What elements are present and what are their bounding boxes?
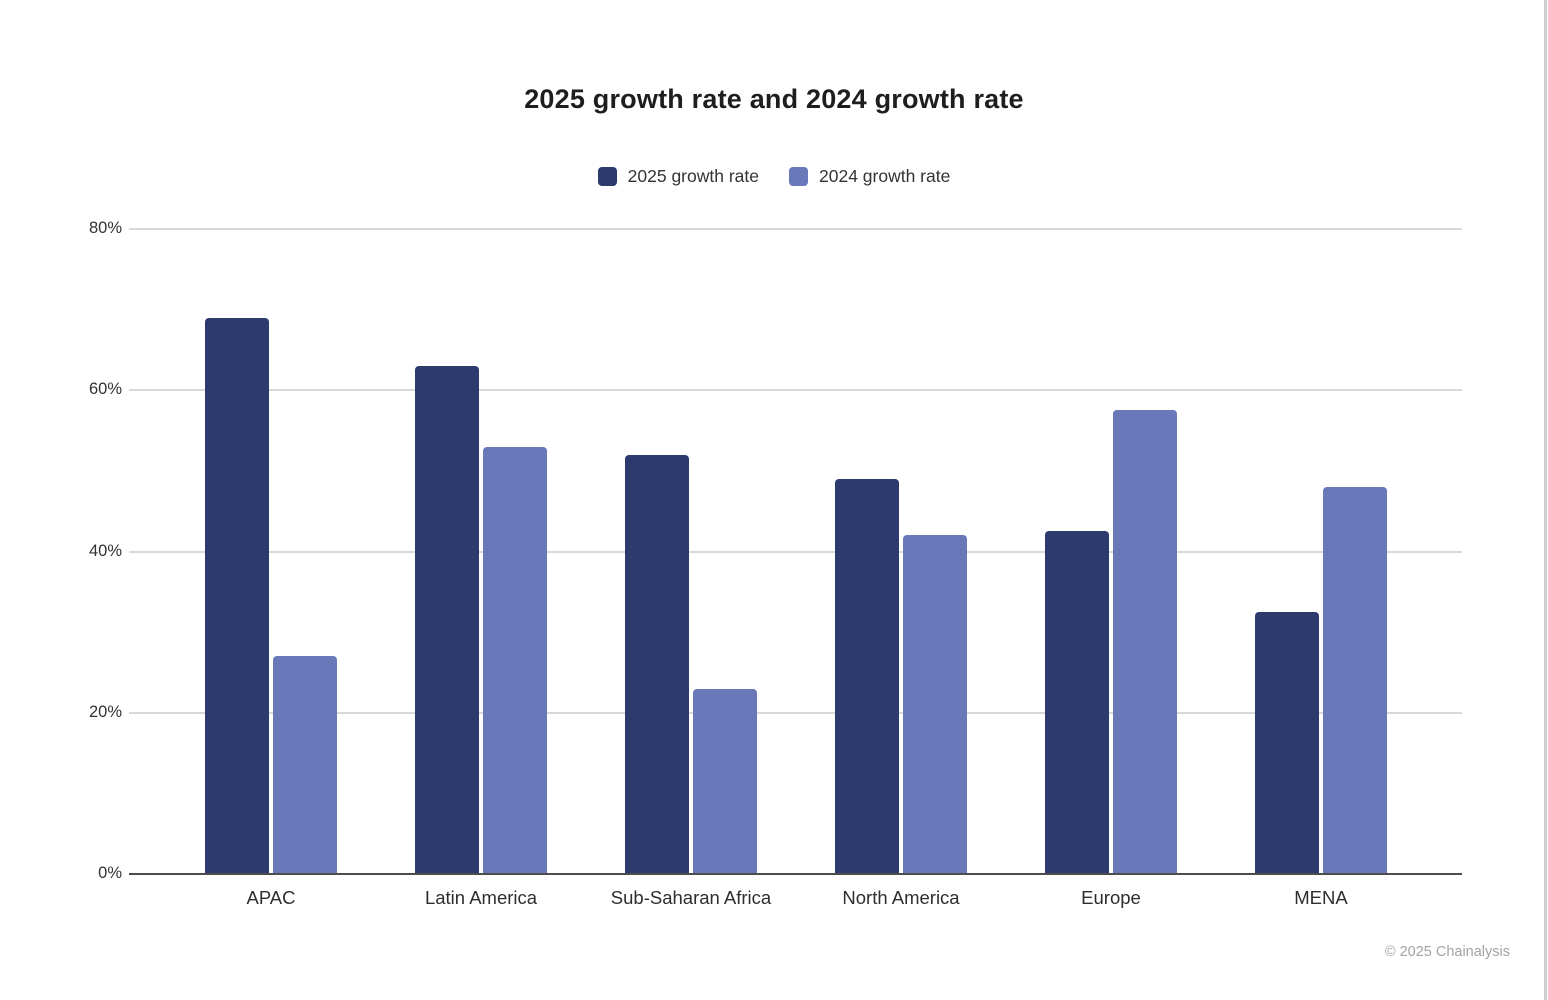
gridline-80% [129, 228, 1462, 230]
legend-item-2025[interactable]: 2025 growth rate [597, 166, 759, 187]
x-category-label: North America [842, 887, 960, 908]
bar-2024-latin-america [483, 446, 547, 874]
bar-2024-apac [273, 656, 337, 874]
x-category-label: APAC [246, 887, 296, 908]
bar-2025-europe [1045, 531, 1109, 874]
x-category-label: Sub-Saharan Africa [610, 887, 772, 908]
bar-2024-europe [1113, 410, 1177, 874]
legend-item-2024[interactable]: 2024 growth rate [789, 166, 950, 187]
y-axis-tick-label: 60% [88, 380, 122, 399]
y-axis-tick-label: 40% [88, 541, 122, 560]
x-axis-line [129, 873, 1462, 875]
gridline-20% [129, 711, 1462, 714]
bar-2025-mena [1255, 611, 1319, 874]
gridline-60% [129, 389, 1462, 392]
chart-title: 2025 growth rate and 2024 growth rate [524, 84, 1024, 114]
x-category-label: Latin America [424, 887, 538, 908]
bar-2025-sub-saharan-africa [625, 454, 689, 874]
page-right-border [1544, 0, 1547, 1000]
bar-2024-mena [1323, 487, 1387, 874]
legend-label: 2025 growth rate [627, 166, 759, 186]
bar-2024-sub-saharan-africa [693, 688, 757, 874]
y-axis-tick-label: 0% [98, 864, 122, 882]
bar-2025-apac [205, 317, 269, 874]
bar-2025-north-america [835, 478, 899, 874]
legend-swatch-icon [597, 167, 617, 186]
copyright-note: © 2025 Chainalysis [1384, 944, 1510, 960]
x-category-label: Europe [1081, 887, 1141, 908]
bar-2024-north-america [903, 535, 967, 874]
bar-2025-latin-america [415, 366, 479, 874]
legend: 2025 growth rate 2024 growth rate [0, 166, 1548, 187]
y-axis-tick-label: 20% [88, 702, 122, 721]
legend-label: 2024 growth rate [819, 166, 951, 186]
legend-swatch-icon [789, 167, 808, 186]
x-category-label: MENA [1294, 887, 1348, 908]
y-axis-tick-label: 80% [88, 219, 122, 237]
gridline-40% [129, 550, 1462, 553]
